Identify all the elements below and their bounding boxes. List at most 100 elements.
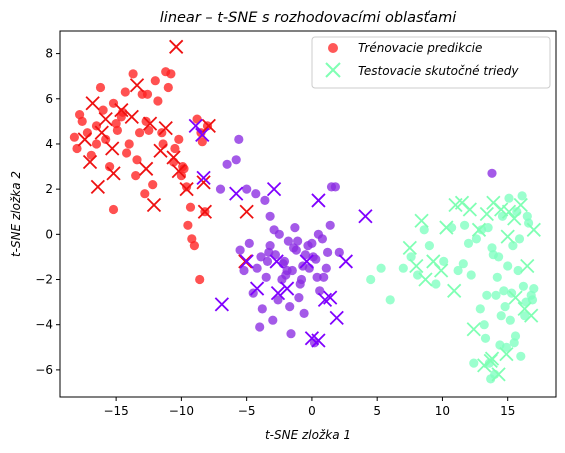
train-point-class-2 bbox=[508, 241, 518, 251]
train-point-class-2 bbox=[424, 241, 434, 251]
test-cross-class-2 bbox=[479, 206, 494, 222]
train-point-class-2 bbox=[406, 252, 416, 262]
train-point-class-0 bbox=[148, 180, 158, 190]
train-point-class-2 bbox=[500, 302, 510, 312]
test-cross-class-2 bbox=[439, 220, 454, 235]
test-cross-class-2 bbox=[520, 258, 535, 274]
y-tick-label: −6 bbox=[35, 363, 53, 377]
train-point-class-2 bbox=[466, 270, 476, 280]
x-tick-label: 15 bbox=[500, 404, 515, 418]
test-cross-class-1 bbox=[196, 170, 211, 185]
train-point-class-1 bbox=[268, 315, 278, 325]
train-point-class-1 bbox=[244, 238, 254, 248]
test-cross-class-1 bbox=[317, 292, 333, 307]
train-point-class-1 bbox=[265, 241, 275, 251]
test-cross-class-2 bbox=[484, 351, 500, 366]
test-cross-class-0 bbox=[146, 197, 162, 213]
test-cross-class-1 bbox=[270, 285, 286, 301]
test-cross-class-2 bbox=[500, 229, 515, 244]
train-point-class-1 bbox=[487, 168, 497, 178]
test-cross-class-0 bbox=[85, 96, 100, 111]
train-point-class-0 bbox=[170, 143, 180, 154]
x-axis-label: t-SNE zložka 1 bbox=[265, 428, 351, 442]
train-point-class-0 bbox=[69, 132, 79, 142]
test-cross-class-0 bbox=[142, 116, 158, 131]
train-point-class-0 bbox=[166, 69, 176, 79]
test-cross-class-1 bbox=[358, 209, 373, 224]
train-point-class-2 bbox=[463, 238, 474, 248]
legend-box bbox=[311, 36, 551, 89]
x-tick-label: −10 bbox=[169, 404, 194, 418]
train-point-class-0 bbox=[132, 155, 142, 165]
train-point-class-0 bbox=[120, 87, 130, 97]
train-point-class-0 bbox=[135, 128, 145, 138]
train-point-class-1 bbox=[282, 265, 292, 276]
train-point-class-0 bbox=[185, 202, 196, 212]
test-cross-class-2 bbox=[491, 367, 506, 382]
train-point-class-0 bbox=[140, 189, 150, 199]
train-point-class-1 bbox=[323, 247, 333, 257]
train-point-class-2 bbox=[516, 351, 526, 361]
test-cross-class-1 bbox=[311, 333, 326, 348]
train-point-class-0 bbox=[189, 241, 199, 251]
train-point-class-2 bbox=[513, 265, 523, 276]
train-point-class-2 bbox=[509, 338, 519, 348]
train-point-class-0 bbox=[111, 119, 121, 129]
test-cross-class-2 bbox=[462, 202, 477, 217]
test-cross-class-1 bbox=[329, 310, 344, 326]
train-point-class-0 bbox=[124, 139, 134, 149]
test-cross-class-1 bbox=[188, 118, 203, 134]
train-point-class-0 bbox=[91, 121, 102, 131]
chart-title: linear – t-SNE s rozhodovacími oblasťami bbox=[160, 10, 456, 26]
train-point-class-0 bbox=[141, 116, 151, 126]
train-point-class-1 bbox=[293, 236, 303, 246]
y-tick-label: 8 bbox=[45, 47, 53, 61]
train-point-class-2 bbox=[439, 256, 449, 266]
legend: Trénovacie predikcie Testovacie skutočné… bbox=[311, 36, 551, 89]
train-point-class-1 bbox=[309, 338, 320, 348]
x-tick-label: 10 bbox=[435, 404, 450, 418]
train-point-class-0 bbox=[91, 139, 102, 149]
train-point-class-0 bbox=[75, 110, 85, 120]
train-point-class-1 bbox=[294, 293, 304, 303]
test-cross-class-2 bbox=[508, 290, 523, 305]
train-point-class-1 bbox=[286, 329, 296, 339]
test-cross-class-1 bbox=[338, 254, 353, 269]
train-point-class-0 bbox=[163, 82, 173, 93]
test-cross-class-0 bbox=[153, 143, 168, 158]
train-point-class-2 bbox=[469, 358, 479, 368]
train-point-class-0 bbox=[105, 162, 115, 172]
test-cross-class-0 bbox=[98, 111, 113, 127]
train-point-class-2 bbox=[480, 333, 491, 343]
test-cross-class-0 bbox=[82, 154, 98, 170]
train-point-class-2 bbox=[503, 261, 513, 271]
train-point-class-0 bbox=[122, 148, 132, 158]
train-point-class-0 bbox=[128, 69, 138, 79]
test-cross-class-2 bbox=[494, 202, 509, 217]
train-point-class-0 bbox=[98, 105, 108, 115]
train-point-class-1 bbox=[299, 308, 309, 318]
test-cross-class-2 bbox=[434, 263, 449, 278]
test-cross-class-2 bbox=[499, 346, 514, 362]
test-cross-class-0 bbox=[169, 39, 184, 54]
test-cross-class-0 bbox=[114, 102, 129, 118]
train-point-class-2 bbox=[475, 304, 485, 314]
train-point-class-1 bbox=[262, 256, 273, 266]
train-point-class-0 bbox=[202, 121, 213, 131]
test-cross-class-0 bbox=[171, 163, 186, 179]
y-tick-label: 0 bbox=[45, 227, 53, 241]
train-point-class-0 bbox=[131, 171, 141, 181]
train-point-class-2 bbox=[483, 223, 493, 233]
y-axis-label: t-SNE zložka 2 bbox=[9, 171, 23, 257]
train-point-class-1 bbox=[325, 220, 335, 230]
test-cross-class-2 bbox=[501, 204, 517, 219]
train-point-class-2 bbox=[501, 342, 511, 352]
test-cross-class-2 bbox=[409, 258, 424, 274]
train-point-class-1 bbox=[265, 211, 275, 221]
y-tick-label: −2 bbox=[35, 273, 53, 287]
train-point-class-2 bbox=[520, 311, 530, 321]
legend-label-test: Testovacie skutočné triedy bbox=[358, 64, 519, 78]
train-point-class-2 bbox=[522, 211, 532, 221]
x-tick-label: −5 bbox=[238, 404, 256, 418]
